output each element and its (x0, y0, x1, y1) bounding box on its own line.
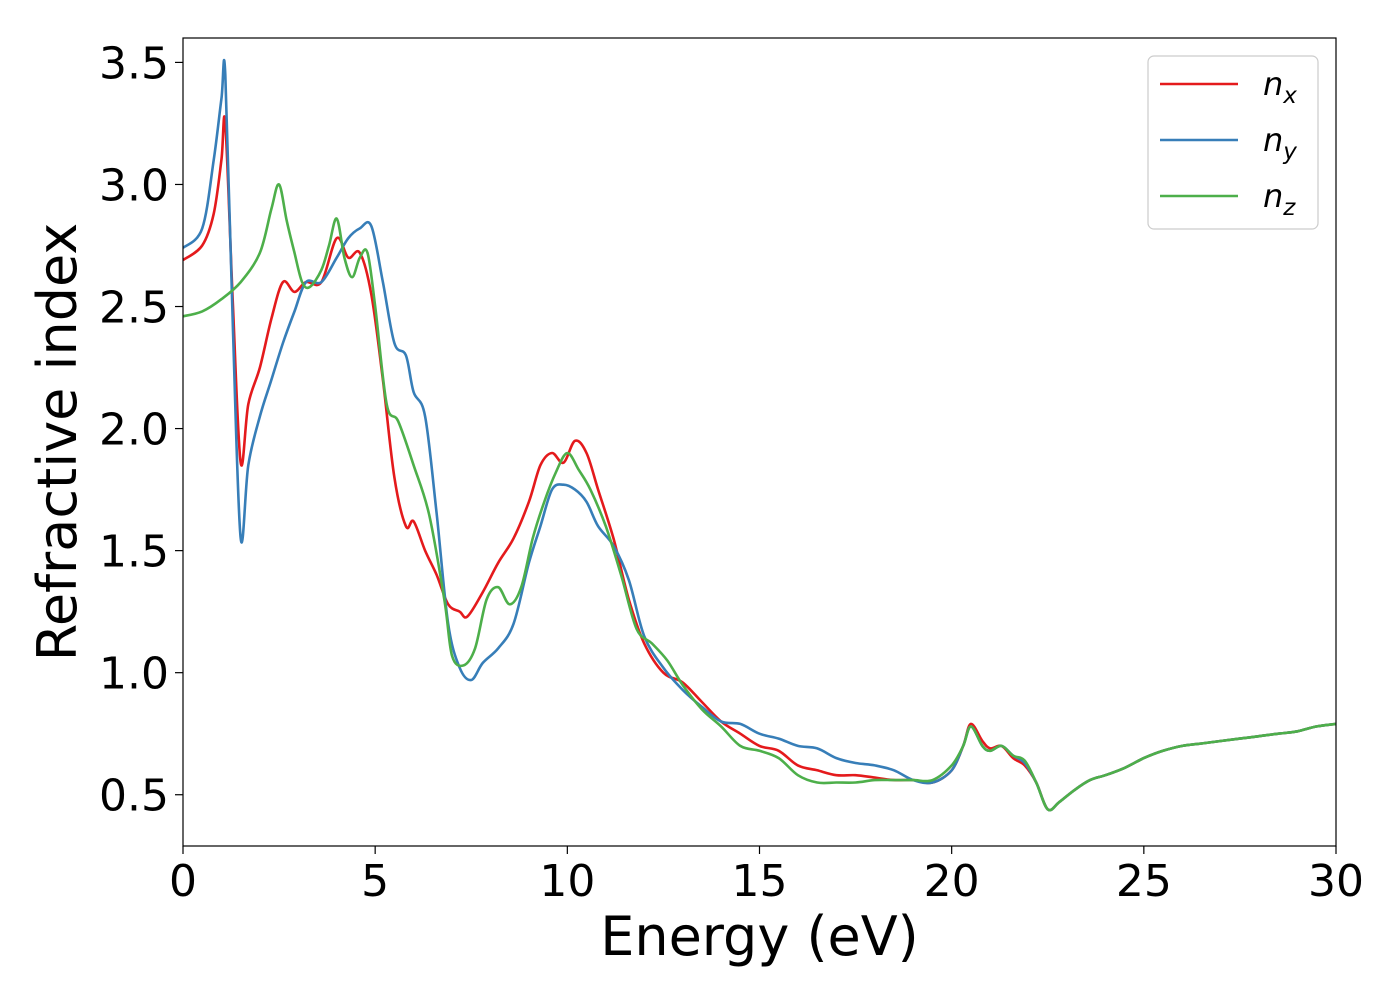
y-tick-label: 1.5 (99, 527, 169, 578)
x-tick-label: 0 (169, 856, 197, 907)
x-tick-label: 5 (361, 856, 389, 907)
y-tick-label: 2.5 (99, 283, 169, 334)
legend-box (1147, 55, 1319, 230)
x-tick-label: 30 (1308, 856, 1364, 907)
y-tick-label: 3.0 (99, 160, 169, 211)
y-tick-label: 3.5 (99, 38, 169, 89)
y-tick-label: 1.0 (99, 649, 169, 700)
ticks-layer: 0 5 10 15 20 25 30 0.5 1.0 1.5 2.0 2.5 3.0 3.5 (99, 38, 1364, 907)
series-line-z (183, 183, 1336, 812)
series-layer (183, 58, 1336, 812)
x-tick-label: 25 (1116, 856, 1172, 907)
y-tick-label: 0.5 (99, 771, 169, 822)
x-axis-title: Energy (eV) (600, 905, 919, 968)
x-tick-label: 20 (924, 856, 980, 907)
y-axis-title: Refractive index (26, 223, 89, 662)
x-tick-label: 15 (732, 856, 788, 907)
y-tick-label: 2.0 (99, 405, 169, 456)
x-tick-label: 10 (539, 856, 595, 907)
